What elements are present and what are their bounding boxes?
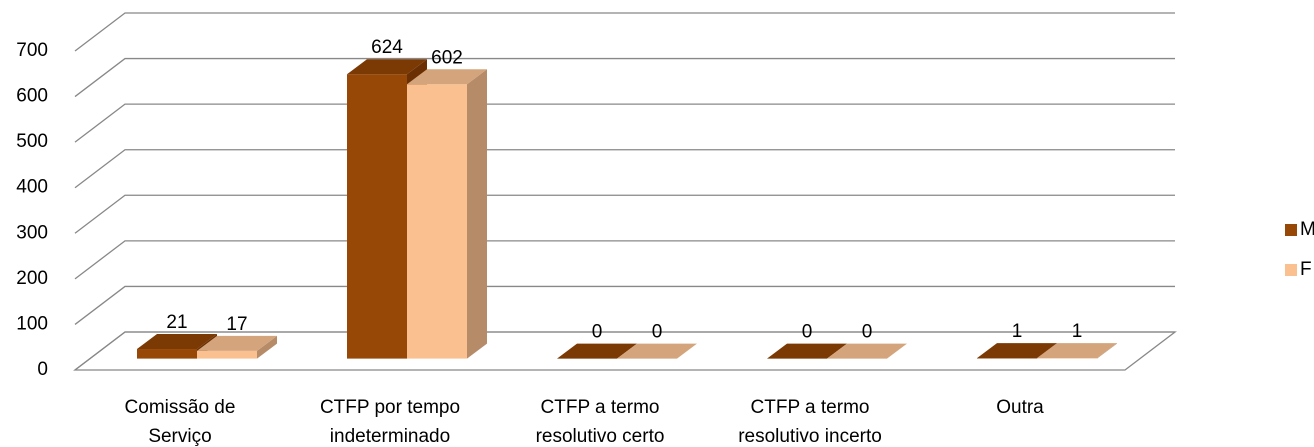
- bar-side: [467, 69, 487, 359]
- grid-line: [74, 331, 1175, 371]
- bar-top: [1037, 343, 1117, 359]
- x-tick-label: CTFP a termo resolutivo incerto: [738, 397, 882, 447]
- data-label: 17: [226, 314, 247, 335]
- data-label: 1: [1012, 321, 1023, 342]
- bar-top: [197, 335, 277, 351]
- grid-line: [74, 103, 1175, 143]
- bar-top: [557, 343, 637, 359]
- legend-swatch: [1285, 264, 1297, 276]
- grid-line: [74, 149, 1175, 189]
- bar-top: [827, 343, 907, 359]
- bar-top: [767, 343, 847, 359]
- x-tick-label: CTFP por tempo indeterminado: [319, 397, 461, 447]
- bar: [407, 84, 467, 359]
- bar-top: [977, 343, 1057, 359]
- data-label: 0: [592, 322, 603, 343]
- bar-top: [617, 343, 697, 359]
- y-tick-label: 100: [16, 313, 48, 334]
- bar-side: [1097, 343, 1117, 359]
- grid-line: [74, 285, 1175, 325]
- y-tick-label: 700: [16, 40, 48, 61]
- y-tick-label: 600: [16, 86, 48, 107]
- y-tick-label: 300: [16, 222, 48, 243]
- y-tick-label: 200: [16, 268, 48, 289]
- x-tick-label: Comissão de Serviço: [124, 397, 236, 447]
- data-label: 1: [1072, 321, 1083, 342]
- bar-top: [347, 59, 427, 75]
- data-label: 0: [802, 322, 813, 343]
- y-tick-label: 0: [37, 359, 48, 380]
- x-tick-label: CTFP a termo resolutivo certo: [535, 397, 665, 447]
- y-tick-label: 400: [16, 177, 48, 198]
- data-label: 0: [652, 322, 663, 343]
- bar-top: [407, 69, 487, 85]
- grid-line: [74, 240, 1175, 280]
- data-label: 21: [166, 312, 187, 333]
- data-label: 602: [431, 47, 463, 68]
- legend-label: F: [1300, 259, 1312, 280]
- legend-label: M: [1300, 219, 1314, 240]
- bar-side: [257, 335, 277, 359]
- bar-top: [137, 334, 217, 350]
- grid-line: [74, 12, 1175, 52]
- bar: [137, 349, 197, 359]
- grid-line: [74, 57, 1175, 98]
- grid-line: [74, 194, 1175, 234]
- x-tick-label: Outra: [996, 397, 1044, 418]
- bar: [347, 74, 407, 359]
- data-label: 624: [371, 37, 403, 58]
- legend-swatch: [1285, 224, 1297, 236]
- data-label: 0: [862, 322, 873, 343]
- bar: [197, 350, 257, 359]
- y-tick-label: 500: [16, 131, 48, 152]
